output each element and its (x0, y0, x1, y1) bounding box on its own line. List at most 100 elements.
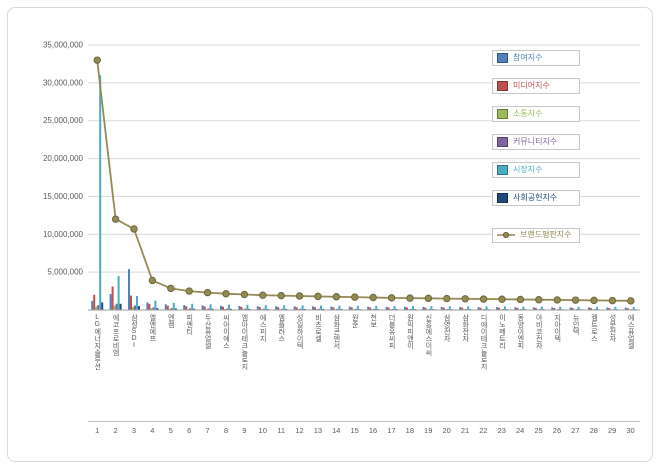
bar-segment (632, 306, 635, 310)
category-label: 뉴인텍 (566, 314, 584, 420)
rank-label: 11 (277, 426, 285, 435)
bar-segment (569, 307, 572, 310)
bar-segment (99, 75, 102, 311)
bar-segment (285, 308, 288, 310)
bar-segment (442, 307, 445, 310)
category-label: 삼성SDI (125, 314, 143, 420)
bar-segment (191, 303, 194, 310)
line-marker (590, 296, 598, 305)
bar-segment (228, 304, 230, 310)
bar-segment (448, 306, 451, 310)
rank-label: 5 (168, 426, 173, 435)
y-axis-label: 5,000,000 (47, 268, 83, 277)
bar-segment (111, 286, 114, 310)
category-label: 켐트로스 (585, 314, 603, 420)
bar-segment (222, 306, 224, 310)
bar-segment (367, 306, 370, 310)
bar-segment (614, 306, 617, 310)
rank-label: 29 (607, 426, 617, 435)
category-label-text: 성일하이텍 (296, 314, 304, 349)
category-label-text: 천보 (369, 314, 377, 328)
y-axis-label: 15,000,000 (43, 192, 84, 201)
category-label: 비츠로셀 (309, 314, 327, 420)
line-marker (314, 292, 322, 301)
line-marker (516, 295, 525, 304)
bar-segment (134, 305, 136, 310)
bar-segment (264, 305, 267, 310)
bar-segment (422, 306, 425, 310)
line-marker (535, 296, 543, 304)
category-label: 피엔티 (180, 314, 198, 420)
rank-label: 25 (534, 426, 543, 435)
rank-label: 3 (131, 426, 137, 435)
category-label: 에스피지 (254, 314, 272, 420)
legend-bar-swatch-icon (497, 137, 508, 147)
bar-segment (154, 300, 157, 310)
line-marker (277, 291, 285, 300)
line-marker (111, 215, 120, 223)
bar-segment (387, 307, 390, 310)
bar-segment (209, 304, 212, 310)
category-label-text: 씨아이에스 (222, 314, 230, 349)
bar-segment (540, 306, 543, 310)
rank-label: 16 (368, 426, 378, 435)
legend-label: 사회공헌지수 (513, 192, 558, 202)
bar-segment (624, 307, 627, 310)
bar-segment (211, 308, 214, 310)
bar-segment (404, 306, 406, 310)
bar-segment (301, 305, 304, 310)
bar-segment (97, 305, 100, 310)
line-marker (130, 225, 138, 233)
legend-item: 참여지수 (492, 50, 580, 66)
bar-segment (350, 307, 353, 310)
bar-segment (101, 302, 104, 310)
bar-segment (262, 308, 265, 310)
bar-segment (248, 308, 251, 310)
bar-segment (240, 306, 243, 310)
bar-segment (496, 307, 498, 310)
bar-segment (164, 304, 167, 310)
category-label: 더블유씨피 (382, 314, 400, 420)
bar-segment (293, 306, 296, 310)
bar-segment (410, 308, 412, 310)
category-label-text: 에스퓨얼셀 (627, 314, 635, 349)
bar-segment (95, 306, 98, 310)
category-label: 삼영전자 (438, 314, 456, 420)
category-label-text: 에스피지 (259, 314, 267, 342)
category-label: 디에이테크놀로지 (474, 314, 492, 420)
bar-segment (318, 308, 320, 310)
bar-segment (385, 306, 388, 310)
bar-segment (430, 306, 433, 310)
rank-label: 9 (242, 426, 247, 435)
bar-segment (91, 300, 94, 310)
bar-segment (226, 308, 228, 310)
line-marker (571, 296, 580, 304)
line-marker (203, 288, 212, 297)
bar-segment (277, 307, 280, 310)
line-marker (461, 295, 469, 303)
bar-segment (156, 308, 159, 310)
bar-segment (320, 305, 322, 310)
bar-segment (119, 303, 122, 310)
category-label: 신흥에스이씨 (419, 314, 437, 420)
bar-segment (295, 307, 298, 310)
bar-segment (185, 306, 188, 310)
rank-label: 7 (205, 426, 210, 435)
rank-label: 8 (223, 426, 229, 435)
category-label: 엘앤에프 (143, 314, 161, 420)
rank-label: 28 (589, 426, 598, 435)
legend-label: 브랜드평판지수 (520, 230, 572, 239)
category-label-text: 삼영전자 (443, 314, 451, 342)
bar-segment (128, 269, 130, 310)
bar-segment (314, 307, 316, 310)
bar-segment (338, 305, 341, 310)
rank-label: 15 (350, 426, 359, 435)
bar-segment (193, 308, 196, 310)
category-label: LG에너지솔루션 (88, 314, 106, 420)
bar-segment (348, 306, 351, 310)
bar-segment (146, 302, 149, 310)
rank-label: 30 (626, 426, 635, 435)
bar-segment (465, 308, 468, 310)
line-marker (498, 295, 506, 303)
rank-label: 24 (516, 426, 525, 435)
